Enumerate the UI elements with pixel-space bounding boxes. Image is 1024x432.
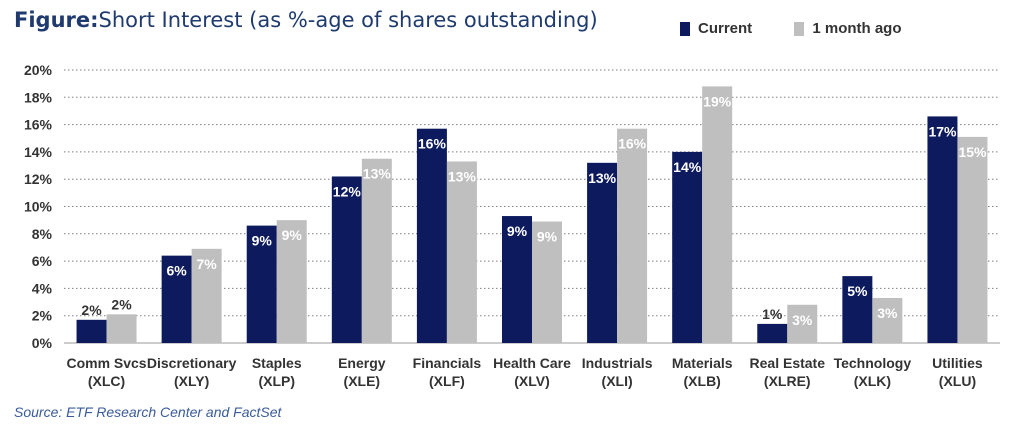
data-label: 17% xyxy=(928,123,957,139)
x-tick-label: (XLP) xyxy=(258,373,295,389)
bar-current xyxy=(76,319,107,343)
legend: Current 1 month ago xyxy=(680,20,940,40)
x-tick-label: Utilities xyxy=(932,355,983,371)
x-tick-label: Industrials xyxy=(582,355,653,371)
data-label: 2% xyxy=(81,302,102,318)
x-tick-label: Health Care xyxy=(493,355,571,371)
legend-swatch-month-ago xyxy=(794,21,805,36)
data-label: 5% xyxy=(847,283,868,299)
bar-current xyxy=(672,151,703,343)
data-label: 2% xyxy=(111,296,132,312)
x-tick-label: Technology xyxy=(834,355,912,371)
legend-item-current: Current xyxy=(680,20,752,37)
data-label: 19% xyxy=(703,93,732,109)
y-tick-label: 18% xyxy=(24,89,53,105)
data-label: 13% xyxy=(588,170,617,186)
y-tick-label: 12% xyxy=(24,171,53,187)
x-tick-label: Materials xyxy=(672,355,733,371)
x-tick-label: Financials xyxy=(413,355,482,371)
x-tick-label: Real Estate xyxy=(750,355,826,371)
bar-current xyxy=(502,216,532,343)
y-tick-label: 14% xyxy=(24,144,53,160)
x-tick-label: Energy xyxy=(338,355,386,371)
y-tick-label: 8% xyxy=(32,226,53,242)
legend-item-month-ago: 1 month ago xyxy=(794,20,902,37)
title-text: Short Interest (as %-age of shares outst… xyxy=(98,8,598,32)
bar-month-ago xyxy=(787,304,818,343)
data-label: 7% xyxy=(197,256,218,272)
y-tick-label: 10% xyxy=(24,199,53,215)
x-tick-label: Comm Svcs xyxy=(66,355,146,371)
data-label: 9% xyxy=(282,227,303,243)
title-prefix: Figure: xyxy=(14,8,99,32)
x-tick-label: (XLV) xyxy=(514,373,550,389)
data-label: 16% xyxy=(618,136,647,152)
bar-current xyxy=(927,116,958,343)
source-note: Source: ETF Research Center and FactSet xyxy=(14,404,282,420)
x-tick-label: (XLC) xyxy=(88,373,125,389)
bar-month-ago xyxy=(957,136,988,343)
bar-month-ago xyxy=(532,221,562,343)
data-label: 1% xyxy=(762,306,783,322)
x-tick-label: (XLRE) xyxy=(764,373,811,389)
x-tick-label: (XLU) xyxy=(939,373,976,389)
data-label: 6% xyxy=(167,263,188,279)
bar-current xyxy=(587,162,618,343)
x-tick-label: Discretionary xyxy=(147,355,237,371)
data-label: 3% xyxy=(792,312,813,328)
data-label: 13% xyxy=(363,166,392,182)
bar-current xyxy=(161,255,192,343)
bar-current xyxy=(842,276,873,343)
x-tick-label: (XLF) xyxy=(429,373,465,389)
bar-current xyxy=(416,128,447,343)
y-tick-label: 16% xyxy=(24,117,53,133)
bar-month-ago xyxy=(617,128,648,343)
data-label: 9% xyxy=(507,223,528,239)
x-tick-label: (XLB) xyxy=(684,373,721,389)
data-label: 9% xyxy=(537,229,558,245)
data-label: 14% xyxy=(673,159,702,175)
data-label: 3% xyxy=(877,305,898,321)
y-tick-label: 2% xyxy=(32,308,53,324)
data-label: 15% xyxy=(958,144,987,160)
y-tick-label: 4% xyxy=(32,280,53,296)
bar-month-ago xyxy=(191,248,222,343)
bar-month-ago xyxy=(106,314,137,343)
bar-month-ago xyxy=(276,220,307,343)
data-label: 9% xyxy=(252,233,273,249)
x-tick-label: Staples xyxy=(252,355,302,371)
x-tick-label: (XLK) xyxy=(854,373,891,389)
legend-label-month-ago: 1 month ago xyxy=(812,20,902,37)
y-tick-label: 6% xyxy=(32,253,53,269)
y-tick-label: 20% xyxy=(24,62,53,78)
data-label: 13% xyxy=(448,168,477,184)
legend-label-current: Current xyxy=(698,20,753,37)
data-label: 16% xyxy=(418,136,447,152)
bar-month-ago xyxy=(702,86,733,343)
bar-current xyxy=(331,176,362,343)
x-tick-label: (XLY) xyxy=(174,373,209,389)
bar-month-ago xyxy=(446,161,477,343)
legend-swatch-current xyxy=(680,21,690,36)
bar-current xyxy=(757,323,788,343)
data-label: 12% xyxy=(333,183,362,199)
x-tick-label: (XLI) xyxy=(602,373,633,389)
chart-title: Figure:Short Interest (as %-age of share… xyxy=(14,8,598,32)
bar-month-ago xyxy=(872,297,903,343)
y-tick-label: 0% xyxy=(32,335,53,351)
bar-current xyxy=(246,225,277,343)
x-tick-label: (XLE) xyxy=(344,373,381,389)
bar-month-ago xyxy=(361,158,392,343)
